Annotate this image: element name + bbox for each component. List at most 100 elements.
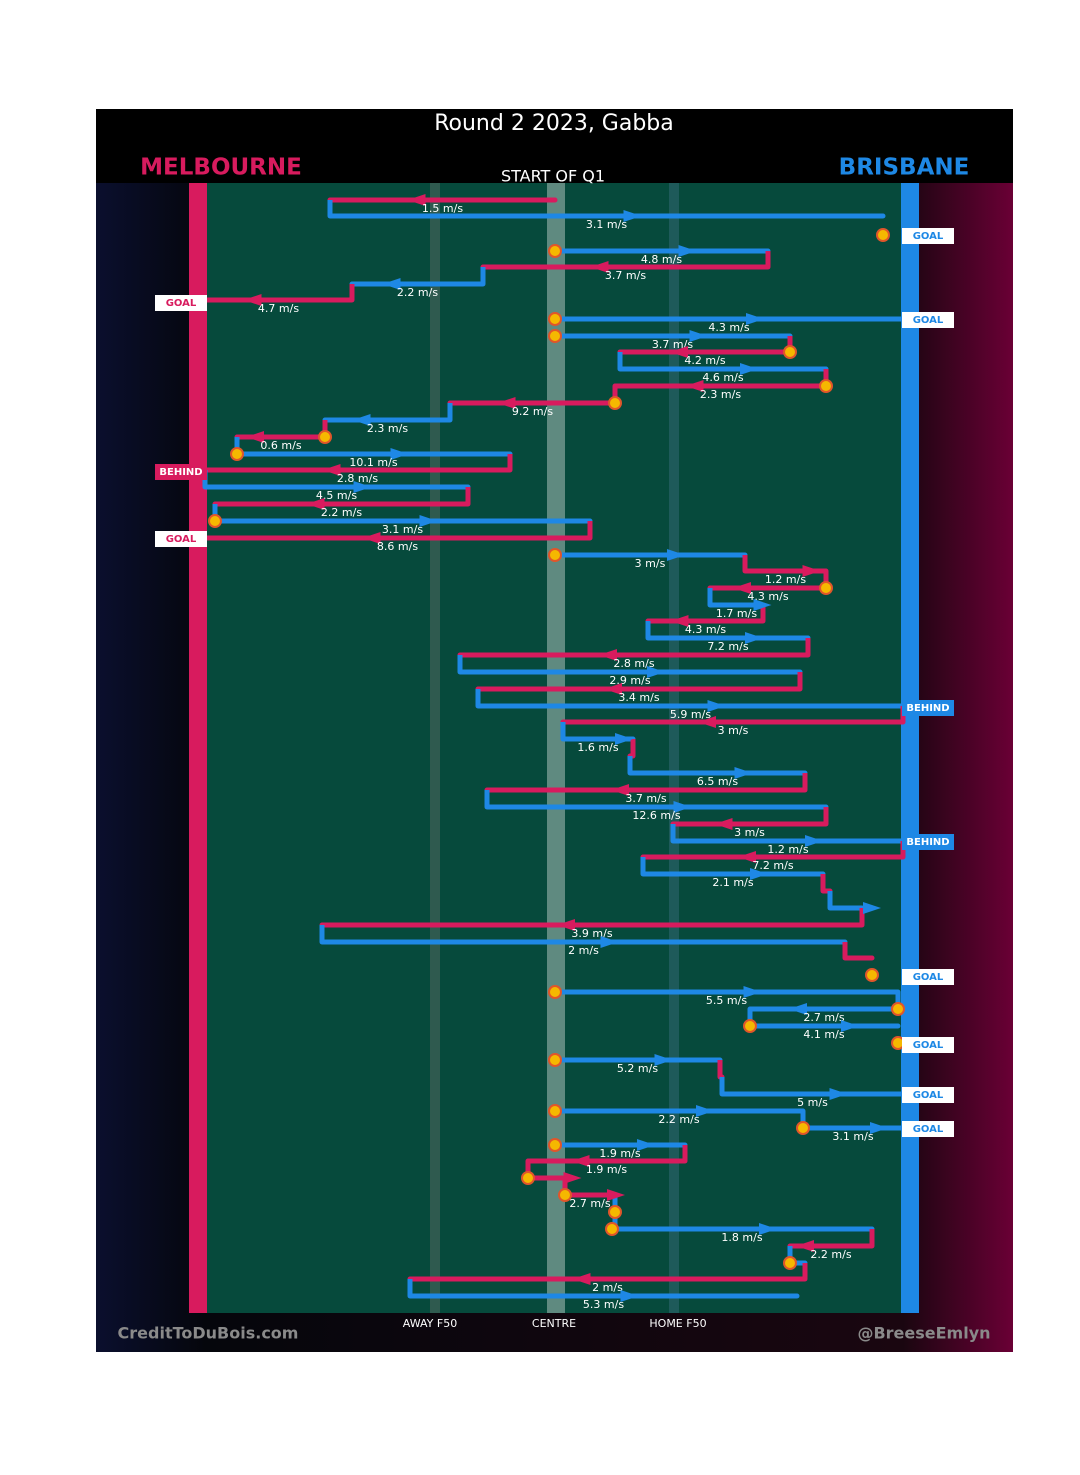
speed-label: 3.1 m/s <box>586 218 627 231</box>
outcome-label: GOAL <box>913 1040 944 1051</box>
speed-label: 1.8 m/s <box>721 1231 762 1244</box>
stoppage <box>819 581 833 595</box>
arrow-head <box>685 380 704 392</box>
arrow-head <box>670 346 688 358</box>
arrow-head <box>382 278 401 290</box>
arrow-head <box>243 294 262 306</box>
outcome-box <box>155 295 207 311</box>
arrow-head <box>637 1139 655 1151</box>
arrow-head <box>696 1105 714 1117</box>
footer-right: @BreeseEmlyn <box>857 1324 990 1343</box>
subtitle: START OF Q1 <box>501 167 605 186</box>
speed-label: 3.7 m/s <box>625 792 666 805</box>
outcome-box <box>902 228 954 244</box>
arrow-head <box>352 414 371 426</box>
speed-label: 2.1 m/s <box>712 876 753 889</box>
stoppage <box>783 345 797 359</box>
arrow-head <box>611 784 629 796</box>
arrow-head <box>678 245 697 257</box>
arrow-head <box>615 733 633 745</box>
arrow-head <box>841 1020 859 1032</box>
arrow-head <box>829 1088 848 1100</box>
arrow-head <box>750 868 768 880</box>
speed-label: 2.2 m/s <box>321 506 362 519</box>
speed-label: 3 m/s <box>734 826 765 839</box>
speed-label: 2.2 m/s <box>397 286 438 299</box>
speed-label: 3.4 m/s <box>618 691 659 704</box>
arrow-head <box>604 683 622 695</box>
arrow-head <box>590 261 609 273</box>
zone-label: HOME F50 <box>649 1317 706 1330</box>
stoppage <box>608 1205 622 1219</box>
speed-label: 2.2 m/s <box>810 1248 851 1261</box>
home-f50-line <box>669 183 679 1313</box>
arrow-head <box>407 194 426 206</box>
zone-label: AWAY F50 <box>403 1317 457 1330</box>
outcome-label: GOAL <box>166 534 197 545</box>
arrow-head <box>563 1172 582 1184</box>
arrow-head <box>753 599 772 611</box>
outcome-label: BEHIND <box>906 837 949 848</box>
outcome-label: GOAL <box>913 315 944 326</box>
speed-label: 1.9 m/s <box>599 1147 640 1160</box>
outcome-label: BEHIND <box>906 703 949 714</box>
speed-label: 1.5 m/s <box>422 202 463 215</box>
speed-label: 2.7 m/s <box>803 1011 844 1024</box>
team-left: MELBOURNE <box>140 155 302 181</box>
speed-label: 1.2 m/s <box>765 573 806 586</box>
speed-label: 5.2 m/s <box>617 1062 658 1075</box>
stoppage <box>783 1256 797 1270</box>
stoppage <box>819 379 833 393</box>
speed-label: 3.7 m/s <box>605 269 646 282</box>
outcome-label: GOAL <box>166 298 197 309</box>
speed-label: 4.1 m/s <box>803 1028 844 1041</box>
speed-label: 4.3 m/s <box>747 590 788 603</box>
stoppage <box>208 514 222 528</box>
stoppage <box>796 1121 810 1135</box>
arrow-head <box>870 1122 888 1134</box>
arrow-head <box>863 902 881 914</box>
title: Round 2 2023, Gabba <box>434 111 674 136</box>
arrow-head <box>673 801 692 813</box>
outcome-label: GOAL <box>913 231 944 242</box>
speed-label: 4.3 m/s <box>708 321 749 334</box>
arrow-head <box>734 767 753 779</box>
arrow-head <box>745 632 763 644</box>
chains: 1.5 m/s 3.1 m/s 4.8 m/s 3.7 m/s 2.2 m/s 4.7 m… <box>155 194 954 1311</box>
outcome-box <box>902 1037 954 1053</box>
arrow-head <box>714 818 733 830</box>
arrow-head <box>623 210 642 222</box>
outcome-box <box>902 1087 954 1103</box>
stoppage <box>605 1222 619 1236</box>
arrow-head <box>654 1054 673 1066</box>
speed-label: 12.6 m/s <box>632 809 680 822</box>
melbourne-goal-line <box>189 183 207 1313</box>
speed-label: 2.7 m/s <box>569 1197 610 1210</box>
speed-label: 2.8 m/s <box>613 657 654 670</box>
arrow-head <box>322 464 341 476</box>
speed-label: 3 m/s <box>635 557 666 570</box>
speed-label: 9.2 m/s <box>512 405 553 418</box>
arrow-head <box>571 1155 590 1167</box>
speed-label: 4.6 m/s <box>702 371 743 384</box>
speed-label: 5.9 m/s <box>670 708 711 721</box>
arrow-head <box>600 936 619 948</box>
speed-label: 5.3 m/s <box>583 1298 624 1311</box>
speed-label: 4.3 m/s <box>685 623 726 636</box>
speed-label: 6.5 m/s <box>697 775 738 788</box>
arrow-head <box>246 431 264 443</box>
speed-label: 1.6 m/s <box>577 741 618 754</box>
speed-label: 0.6 m/s <box>260 439 301 452</box>
outcome-box <box>155 531 207 547</box>
arrow-head <box>557 919 575 931</box>
outcome-box <box>155 464 207 480</box>
arrow-head <box>306 498 325 510</box>
speed-label: 2 m/s <box>568 944 599 957</box>
speed-label: 1.9 m/s <box>586 1163 627 1176</box>
stoppage <box>876 228 890 242</box>
arrow-head <box>362 532 381 544</box>
speed-label: 2.3 m/s <box>367 422 408 435</box>
stoppage <box>548 329 562 343</box>
arrow-head <box>698 716 716 728</box>
